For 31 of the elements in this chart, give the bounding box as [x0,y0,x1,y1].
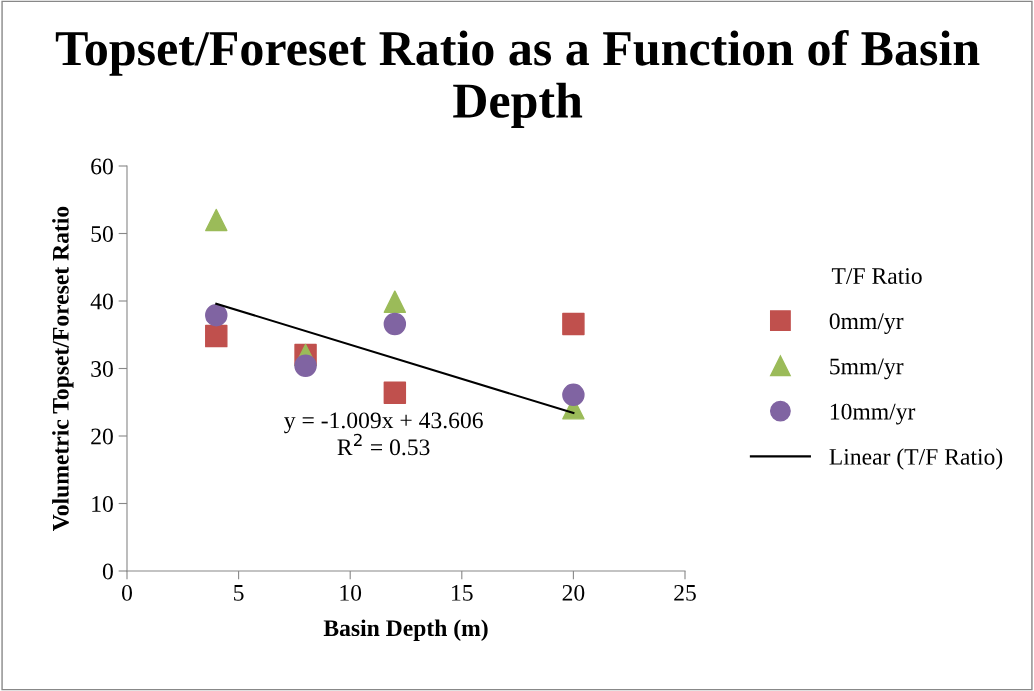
legend-label: 5mm/yr [830,358,904,380]
point [205,208,228,232]
chart-title: Topset/Foreset Ratio as a Function of Basin Depth [55,29,980,129]
x-axis-title: Basin Depth (m) [323,619,488,641]
point [562,383,585,407]
point [383,290,407,313]
y-tick-label: 40 [90,293,113,310]
x-tick-label: 10 [340,584,362,601]
point [294,354,317,378]
x-tick-label: 15 [452,584,473,601]
x-tick-label: 0 [122,584,132,601]
y-tick-label: 30 [91,360,113,377]
x-tick-label: 5 [234,585,244,601]
point [562,312,585,336]
point [383,381,407,405]
point [205,324,228,348]
y-axis-title: Volumetric Topset/Foreset Ratio [52,206,74,531]
legend-title: T/F Ratio [831,268,922,284]
point [383,312,407,336]
legend-label: 0mm/yr [829,313,904,335]
y-tick-label: 20 [91,428,113,445]
y-tick-label: 60 [91,158,113,175]
y-tick-label: 0 [102,563,113,580]
x-tick-label: 20 [562,584,585,601]
y-tick-label: 50 [91,225,113,242]
point [205,303,228,327]
legend-label: 10mm/yr [830,403,916,425]
y-tick-label: 10 [92,495,113,512]
legend-label: Linear (T/F Ratio) [829,448,1003,470]
annotation: y = -1.009x + 43.606 R$^{2}$ = 0.53 [284,412,483,456]
x-tick-label: 25 [674,584,696,601]
